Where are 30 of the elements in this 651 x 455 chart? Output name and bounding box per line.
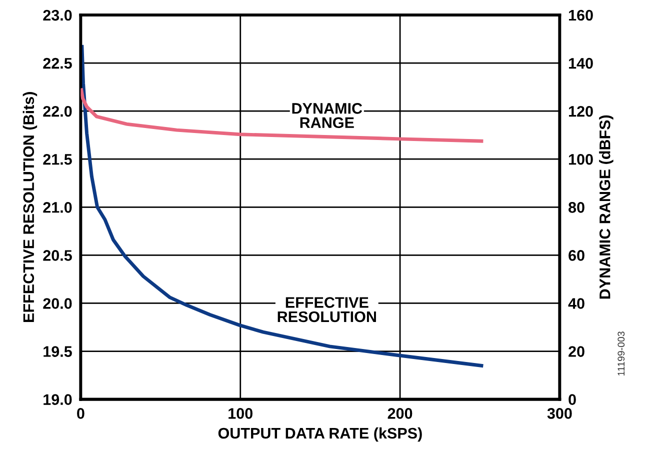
y2-tick-label: 0 xyxy=(568,394,576,405)
x-tick-label: 0 xyxy=(77,408,84,419)
y-tick-label: 22.0 xyxy=(43,106,72,117)
x-axis-title: OUTPUT DATA RATE (kSPS) xyxy=(218,427,422,442)
x-tick-label: 200 xyxy=(388,408,412,419)
y2-tick-label: 100 xyxy=(568,154,593,165)
y-tick-label: 19.5 xyxy=(44,346,72,357)
y-tick-label: 22.5 xyxy=(43,58,72,69)
y2-tick-label: 80 xyxy=(568,202,584,213)
annotation: DYNAMIC RANGE xyxy=(292,103,362,128)
y2-tick-label: 160 xyxy=(568,10,593,21)
line-series xyxy=(80,88,484,143)
y-tick-label: 20.0 xyxy=(43,298,72,309)
text: 11199-003 xyxy=(618,332,625,376)
y-tick-label: 20.5 xyxy=(43,250,72,261)
y2-tick-label: 20 xyxy=(568,346,584,357)
y-tick-label: 23.0 xyxy=(43,10,72,21)
y-tick-label: 21.5 xyxy=(43,154,72,165)
y-tick-label: 21.0 xyxy=(43,202,72,213)
y2-tick-label: 120 xyxy=(568,106,593,117)
y-tick-label: 19.0 xyxy=(44,394,72,405)
x-tick-label: 300 xyxy=(547,408,572,419)
y-axis-title: EFFECTIVE RESOLUTION (Bits) xyxy=(22,92,38,322)
y2-tick-label: 60 xyxy=(568,250,584,261)
annotation: EFFECTIVE RESOLUTION xyxy=(278,297,376,322)
x-tick-label: 100 xyxy=(228,408,252,419)
y2-axis-title: DYNAMIC RANGE (dBFS) xyxy=(599,115,614,299)
y2-tick-label: 140 xyxy=(568,58,593,69)
line-series xyxy=(80,44,484,368)
y2-tick-label: 40 xyxy=(568,298,584,309)
